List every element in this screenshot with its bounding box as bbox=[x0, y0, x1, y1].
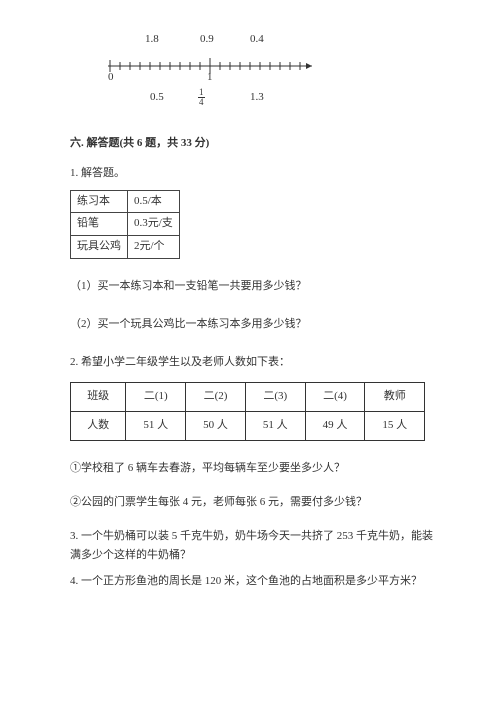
price-cell: 练习本 bbox=[71, 190, 128, 213]
number-line-bottom-labels: 0.5 14 1.3 bbox=[100, 88, 320, 104]
top-value-1: 0.9 bbox=[200, 30, 214, 50]
bottom-value-1: 1.3 bbox=[250, 88, 264, 108]
table-header: 二(2) bbox=[186, 383, 246, 412]
svg-text:0: 0 bbox=[108, 71, 114, 82]
table-row: 玩具公鸡 2元/个 bbox=[71, 236, 180, 259]
top-value-0: 1.8 bbox=[145, 30, 159, 50]
price-cell: 铅笔 bbox=[71, 213, 128, 236]
price-cell: 0.3元/支 bbox=[128, 213, 180, 236]
price-cell: 2元/个 bbox=[128, 236, 180, 259]
question-2-sub2: ②公园的门票学生每张 4 元，老师每张 6 元，需要付多少钱？ bbox=[70, 493, 440, 513]
table-cell: 50 人 bbox=[186, 412, 246, 441]
table-header: 教师 bbox=[365, 383, 425, 412]
table-cell: 49 人 bbox=[305, 412, 365, 441]
table-cell: 51 人 bbox=[245, 412, 305, 441]
price-cell: 0.5/本 bbox=[128, 190, 180, 213]
bottom-value-0: 0.5 bbox=[150, 88, 164, 108]
number-line-axis: 0 1 bbox=[100, 46, 320, 82]
table-cell: 人数 bbox=[71, 412, 126, 441]
bottom-fraction: 14 bbox=[198, 88, 205, 108]
table-header: 二(4) bbox=[305, 383, 365, 412]
question-1-sub2: （2）买一个玩具公鸡比一本练习本多用多少钱？ bbox=[70, 315, 440, 335]
top-value-2: 0.4 bbox=[250, 30, 264, 50]
question-1-sub1: （1）买一本练习本和一支铅笔一共要用多少钱？ bbox=[70, 277, 440, 297]
table-row: 铅笔 0.3元/支 bbox=[71, 213, 180, 236]
table-cell: 51 人 bbox=[126, 412, 186, 441]
question-4: 4. 一个正方形鱼池的周长是 120 米，这个鱼池的占地面积是多少平方米？ bbox=[70, 572, 440, 592]
table-row: 人数 51 人 50 人 51 人 49 人 15 人 bbox=[71, 412, 425, 441]
table-header: 二(3) bbox=[245, 383, 305, 412]
number-line-figure: 1.8 0.9 0.4 bbox=[100, 30, 320, 104]
question-2-label: 2. 希望小学二年级学生以及老师人数如下表： bbox=[70, 353, 440, 373]
table-header: 班级 bbox=[71, 383, 126, 412]
svg-text:1: 1 bbox=[207, 71, 213, 82]
price-table: 练习本 0.5/本 铅笔 0.3元/支 玩具公鸡 2元/个 bbox=[70, 190, 180, 259]
question-1-label: 1. 解答题。 bbox=[70, 164, 440, 184]
table-header: 二(1) bbox=[126, 383, 186, 412]
question-3: 3. 一个牛奶桶可以装 5 千克牛奶，奶牛场今天一共挤了 253 千克牛奶，能装… bbox=[70, 527, 440, 567]
table-row: 班级 二(1) 二(2) 二(3) 二(4) 教师 bbox=[71, 383, 425, 412]
table-row: 练习本 0.5/本 bbox=[71, 190, 180, 213]
section-6-title: 六. 解答题(共 6 题，共 33 分) bbox=[70, 134, 440, 154]
number-line-top-labels: 1.8 0.9 0.4 bbox=[100, 30, 320, 46]
question-2-sub1: ①学校租了 6 辆车去春游，平均每辆车至少要坐多少人？ bbox=[70, 459, 440, 479]
price-cell: 玩具公鸡 bbox=[71, 236, 128, 259]
class-data-table: 班级 二(1) 二(2) 二(3) 二(4) 教师 人数 51 人 50 人 5… bbox=[70, 382, 425, 441]
table-cell: 15 人 bbox=[365, 412, 425, 441]
